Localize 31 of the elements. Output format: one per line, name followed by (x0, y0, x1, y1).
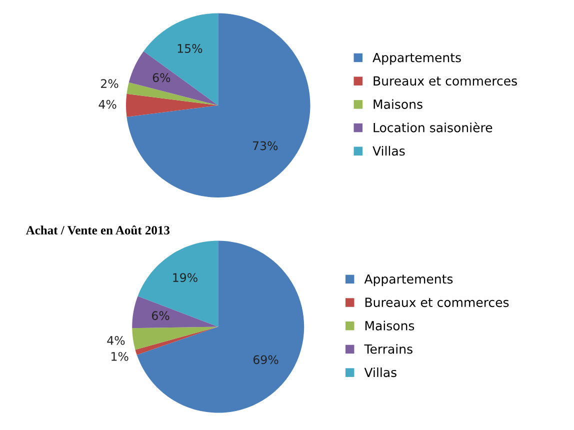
legend-label: Maisons (365, 320, 414, 330)
legend-label: Bureaux et commerces (365, 298, 509, 308)
legend-label: Terrains (364, 344, 412, 354)
legend-label: Appartements (364, 274, 453, 286)
pie-slice (132, 326, 218, 350)
data-label: 73% (252, 141, 278, 150)
chart-title: Achat / Vente en Août 2013 (26, 226, 170, 235)
pie-slice (132, 296, 218, 328)
data-label: 1% (112, 352, 128, 361)
pie-slice (126, 94, 218, 117)
data-label: 19% (173, 273, 198, 282)
pie-slice (136, 240, 304, 413)
data-label: 4% (98, 100, 116, 109)
legend-label: Villas (372, 146, 405, 156)
pie-slice (128, 51, 218, 106)
legend-label: Maisons (374, 99, 422, 109)
pie-slice (138, 240, 218, 327)
pie-slice (135, 326, 218, 355)
legend-label: Location saisonière (374, 122, 492, 132)
data-label: 15% (178, 44, 202, 53)
legend-label: Villas (364, 367, 396, 378)
legend-label: Bureaux et commerces (374, 76, 517, 86)
legend-label: Appartements (372, 52, 461, 65)
data-label: 4% (107, 336, 125, 345)
data-label: 2% (101, 79, 118, 88)
pie-slice (126, 13, 310, 198)
data-label: 6% (152, 73, 170, 82)
data-label: 6% (152, 311, 170, 320)
pie-slice (144, 13, 218, 106)
data-label: 69% (253, 355, 278, 364)
pie-slice (126, 82, 218, 106)
